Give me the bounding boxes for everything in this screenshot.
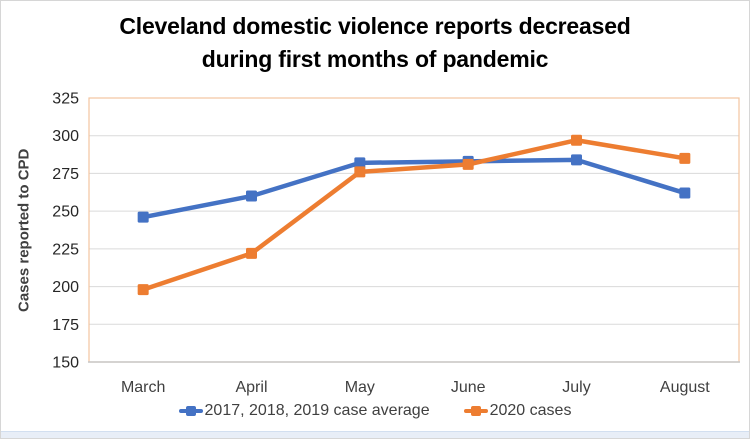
x-category-label: July: [562, 379, 590, 396]
legend-marker-icon: [178, 405, 203, 417]
y-tick-label: 250: [52, 204, 79, 221]
legend-label: 2020 cases: [489, 402, 572, 419]
plot-border: [88, 97, 740, 363]
chart-title-line1: Cleveland domestic violence reports decr…: [119, 13, 631, 39]
series-marker: [354, 166, 366, 178]
legend-label: 2017, 2018, 2019 case average: [204, 402, 430, 419]
series-marker: [137, 211, 149, 223]
y-tick-label: 150: [52, 355, 79, 372]
series-line: [140, 157, 688, 220]
series-marker: [246, 247, 257, 259]
chart-title: Cleveland domestic violence reports decr…: [1, 10, 749, 76]
series-marker: [679, 152, 691, 164]
series-marker: [246, 190, 257, 202]
x-category-label: March: [121, 379, 165, 396]
series-marker: [137, 284, 149, 296]
series-marker: [571, 134, 582, 146]
bottom-strip: [1, 431, 749, 438]
y-tick-label: 300: [52, 128, 79, 145]
series-marker: [679, 187, 691, 199]
x-category-label: August: [660, 379, 710, 396]
y-tick-label: 200: [52, 279, 79, 296]
x-category-label: May: [345, 379, 375, 396]
legend-item-2017-2018-2019-case-average: 2017, 2018, 2019 case average: [178, 402, 430, 420]
legend-marker-icon: [463, 405, 488, 417]
series-marker: [354, 157, 366, 169]
series-marker: [571, 154, 582, 166]
y-tick-label: 275: [52, 166, 79, 183]
chart-legend: 2017, 2018, 2019 case average 2020 cases: [1, 402, 749, 420]
y-tick-label: 225: [52, 241, 79, 258]
series-marker: [462, 158, 474, 170]
x-category-label: June: [451, 379, 486, 396]
x-category-label: April: [235, 379, 267, 396]
y-tick-label: 175: [52, 317, 79, 334]
chart-title-line2: during first months of pandemic: [201, 46, 549, 72]
y-tick-label: 325: [52, 91, 79, 108]
series-line: [140, 137, 688, 292]
legend-item-2020-cases: 2020 cases: [463, 402, 572, 420]
